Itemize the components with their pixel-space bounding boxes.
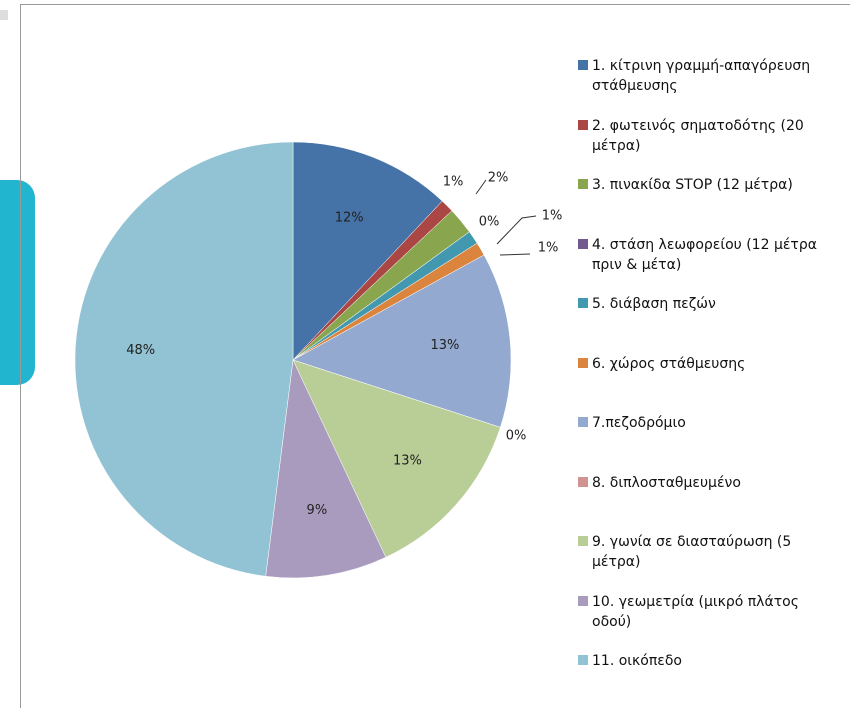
legend-item: 3. πινακίδα STOP (12 μέτρα) — [578, 175, 833, 195]
legend-swatch — [578, 238, 588, 249]
data-label: 13% — [430, 338, 459, 353]
data-label: 12% — [335, 211, 364, 226]
leader-line — [475, 179, 487, 195]
corner-icon — [0, 10, 8, 20]
legend-swatch — [578, 476, 588, 487]
data-label: 0% — [479, 215, 500, 230]
data-label: 9% — [307, 503, 328, 518]
legend-label: 3. πινακίδα STOP (12 μέτρα) — [592, 177, 793, 193]
legend-item: 6. χώρος στάθμευσης — [578, 354, 833, 374]
legend-item: 7.πεζοδρόμιο — [578, 413, 833, 433]
legend-item: 4. στάση λεωφορείου (12 μέτρα πριν & μέτ… — [578, 235, 833, 275]
leader-line — [496, 215, 537, 245]
legend-swatch — [578, 655, 588, 665]
data-label: 48% — [126, 343, 155, 358]
pie-slice — [292, 359, 501, 558]
legend-label: 9. γωνία σε διασταύρωση (5 μέτρα) — [592, 534, 792, 570]
legend-swatch — [578, 536, 588, 546]
legend-item: 2. φωτεινός σηματοδότης (20 μέτρα) — [578, 116, 833, 156]
legend-item: 11. οικόπεδο — [578, 651, 833, 671]
data-label: 13% — [393, 453, 422, 468]
side-panel — [0, 180, 35, 385]
legend-label: 1. κίτρινη γραμμή-απαγόρευση στάθμευσης — [592, 58, 811, 94]
legend-label: 10. γεωμετρία (μικρό πλάτος οδού) — [592, 593, 799, 630]
legend-label: 5. διάβαση πεζών — [592, 296, 716, 312]
legend-item: 8. διπλοσταθμευμένο — [578, 473, 833, 493]
data-label: 2% — [488, 171, 509, 186]
legend-item: 9. γωνία σε διασταύρωση (5 μέτρα) — [578, 532, 833, 572]
data-label: 0% — [506, 429, 527, 444]
legend-swatch — [578, 60, 588, 70]
legend-label: 6. χώρος στάθμευσης — [592, 355, 746, 372]
leader-line — [499, 253, 531, 256]
legend-item: 10. γεωμετρία (μικρό πλάτος οδού) — [578, 592, 833, 632]
data-label: 1% — [542, 209, 563, 224]
legend-label: 7.πεζοδρόμιο — [592, 415, 686, 431]
data-label: 1% — [443, 175, 464, 190]
pie-slice — [292, 141, 443, 361]
chart-frame — [20, 4, 850, 708]
legend-label: 8. διπλοσταθμευμένο — [592, 474, 741, 491]
legend-item: 5. διάβαση πεζών — [578, 294, 833, 314]
legend-label: 2. φωτεινός σηματοδότης (20 μέτρα) — [592, 117, 804, 154]
legend-swatch — [578, 298, 588, 308]
legend-label: 4. στάση λεωφορείου (12 μέτρα πριν & μέτ… — [592, 236, 817, 273]
legend-swatch — [578, 417, 588, 427]
legend-swatch — [578, 119, 588, 130]
pie-slice — [74, 141, 294, 577]
legend-label: 11. οικόπεδο — [592, 653, 682, 669]
pie-slice — [265, 359, 387, 579]
pie-slice — [292, 254, 512, 428]
legend-swatch — [578, 357, 588, 368]
legend-swatch — [578, 179, 588, 189]
legend-item: 1. κίτρινη γραμμή-απαγόρευση στάθμευσης — [578, 56, 833, 96]
data-label: 1% — [538, 241, 559, 256]
legend-swatch — [578, 595, 588, 606]
